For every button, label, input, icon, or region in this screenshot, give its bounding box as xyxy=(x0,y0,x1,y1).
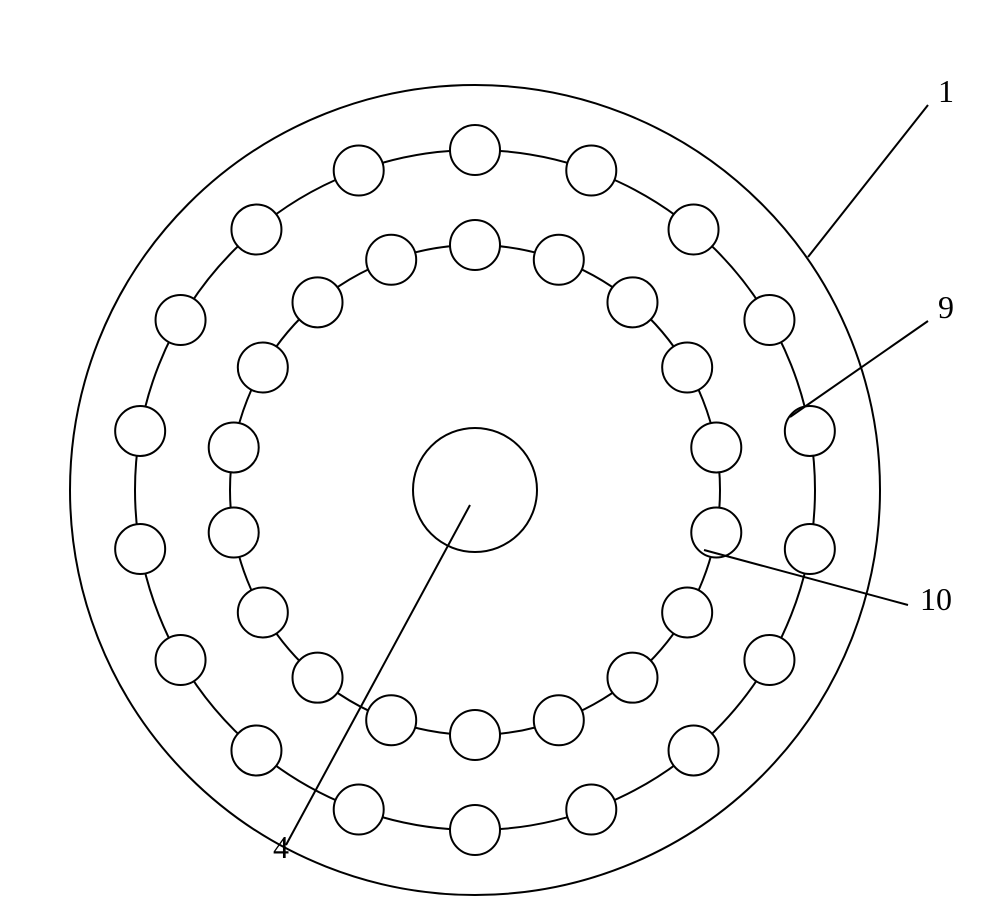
hole-ring1-n13 xyxy=(209,508,259,558)
callout-label-1: 1 xyxy=(938,73,954,109)
callout-label-4: 4 xyxy=(273,829,289,865)
hole-ring0-n5 xyxy=(785,524,835,574)
hole-ring0-n12 xyxy=(156,635,206,685)
hole-ring0-n9 xyxy=(450,805,500,855)
hole-ring0-n2 xyxy=(669,205,719,255)
hole-ring0-n6 xyxy=(744,635,794,685)
hole-ring1-n8 xyxy=(534,695,584,745)
hole-ring0-n10 xyxy=(334,784,384,834)
callout-label-10: 10 xyxy=(920,581,952,617)
hole-ring0-n14 xyxy=(115,406,165,456)
hole-ring1-n15 xyxy=(238,343,288,393)
center-hub xyxy=(413,428,537,552)
hole-ring0-n3 xyxy=(744,295,794,345)
callout-line-9 xyxy=(790,321,928,417)
hole-ring0-n7 xyxy=(669,725,719,775)
hole-ring1-n9 xyxy=(450,710,500,760)
hole-ring1-n17 xyxy=(366,235,416,285)
hole-ring0-n4 xyxy=(785,406,835,456)
outer-circle xyxy=(70,85,880,895)
hole-ring1-n5 xyxy=(691,508,741,558)
hole-ring0-n11 xyxy=(231,725,281,775)
hole-ring1-n3 xyxy=(662,343,712,393)
hole-ring1-n12 xyxy=(238,588,288,638)
hole-ring0-n17 xyxy=(334,146,384,196)
callout-line-1 xyxy=(808,105,928,257)
hole-ring1-n2 xyxy=(607,277,657,327)
hole-ring1-n6 xyxy=(662,588,712,638)
hole-ring1-n11 xyxy=(293,653,343,703)
diagram-svg: 1 9 10 4 xyxy=(0,0,1000,918)
hole-ring1-n1 xyxy=(534,235,584,285)
hole-ring0-n8 xyxy=(566,784,616,834)
hole-ring0-n13 xyxy=(115,524,165,574)
callout-label-9: 9 xyxy=(938,289,954,325)
hole-ring0-n16 xyxy=(231,205,281,255)
hole-ring1-n7 xyxy=(607,653,657,703)
hole-ring1-n16 xyxy=(293,277,343,327)
hole-ring1-n10 xyxy=(366,695,416,745)
hole-ring1-n14 xyxy=(209,422,259,472)
hole-ring1-n0 xyxy=(450,220,500,270)
hole-ring1-n4 xyxy=(691,422,741,472)
hole-ring0-n15 xyxy=(156,295,206,345)
hole-ring0-n1 xyxy=(566,146,616,196)
hole-ring0-n0 xyxy=(450,125,500,175)
